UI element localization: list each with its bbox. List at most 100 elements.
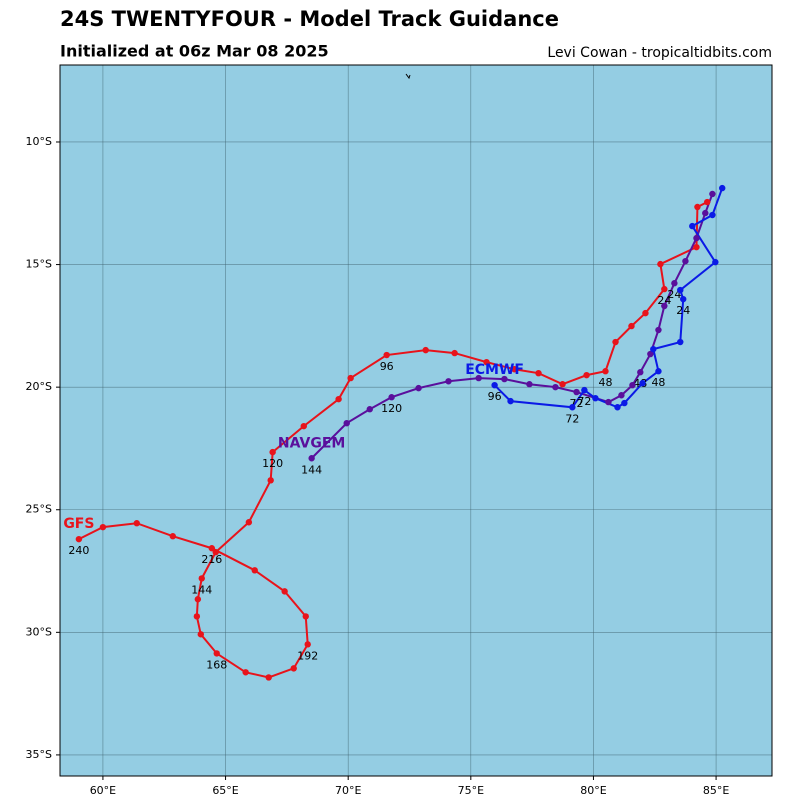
track-point bbox=[693, 243, 700, 251]
track-point bbox=[267, 477, 274, 484]
track-point bbox=[304, 641, 311, 648]
track-point bbox=[343, 419, 350, 427]
x-tick-label: 70°E bbox=[335, 784, 361, 797]
track-point bbox=[682, 257, 689, 265]
chart-title: 24S TWENTYFOUR - Model Track Guidance bbox=[60, 7, 559, 31]
track-point bbox=[618, 392, 625, 399]
track-point bbox=[612, 338, 619, 346]
track-point bbox=[511, 366, 518, 373]
track-point bbox=[605, 398, 612, 406]
track-point bbox=[642, 309, 649, 317]
track-point bbox=[290, 665, 297, 672]
track-point bbox=[265, 674, 272, 681]
chart-subtitle: Initialized at 06z Mar 08 2025 bbox=[60, 42, 329, 61]
track-point bbox=[621, 399, 628, 407]
track-point bbox=[213, 650, 220, 657]
track-point bbox=[702, 209, 709, 217]
hour-label: 120 bbox=[262, 457, 283, 470]
track-point bbox=[491, 381, 498, 389]
track-point bbox=[475, 374, 482, 382]
y-tick-label: 35°S bbox=[26, 748, 52, 761]
hour-label: 144 bbox=[191, 583, 212, 596]
track-point bbox=[535, 369, 542, 377]
model-label: NAVGEM bbox=[278, 435, 345, 451]
hour-label: 48 bbox=[651, 376, 665, 389]
track-point bbox=[704, 198, 711, 206]
track-point bbox=[552, 383, 559, 391]
y-tick-label: 20°S bbox=[26, 380, 52, 393]
model-label: ECMWF bbox=[465, 362, 524, 378]
hour-label: 72 bbox=[577, 395, 591, 408]
track-point bbox=[677, 338, 684, 346]
track-point bbox=[526, 381, 533, 388]
track-point bbox=[212, 548, 219, 556]
track-point bbox=[661, 285, 668, 293]
map-background bbox=[60, 65, 772, 776]
track-point bbox=[507, 397, 514, 405]
track-point bbox=[169, 533, 177, 540]
track-point bbox=[483, 358, 490, 366]
model-label: GFS bbox=[63, 516, 94, 532]
track-point bbox=[650, 345, 657, 353]
track-point bbox=[709, 190, 716, 198]
track-point bbox=[712, 258, 719, 266]
track-point bbox=[637, 369, 644, 376]
hour-label: 120 bbox=[381, 402, 402, 415]
hour-label: 96 bbox=[380, 360, 394, 373]
track-point bbox=[197, 631, 204, 638]
x-tick-label: 80°E bbox=[580, 784, 606, 797]
track-point bbox=[671, 280, 678, 287]
track-point bbox=[75, 535, 83, 543]
hour-label: 72 bbox=[565, 412, 579, 425]
hour-label: 192 bbox=[297, 649, 318, 662]
track-point bbox=[629, 381, 636, 389]
track-point bbox=[451, 349, 458, 357]
hour-label: 216 bbox=[201, 553, 222, 566]
track-point bbox=[693, 234, 700, 242]
track-point bbox=[251, 567, 258, 574]
track-point bbox=[719, 184, 726, 192]
hour-label: 24 bbox=[657, 294, 671, 307]
track-point bbox=[245, 519, 253, 526]
y-tick-label: 15°S bbox=[26, 258, 52, 271]
track-point bbox=[383, 351, 390, 359]
hour-label: 240 bbox=[68, 544, 89, 557]
track-point bbox=[655, 326, 662, 334]
track-point bbox=[583, 371, 590, 379]
track-point bbox=[680, 295, 687, 303]
track-point bbox=[694, 203, 701, 211]
track-point bbox=[677, 286, 684, 294]
track-point bbox=[581, 386, 588, 394]
track-point bbox=[573, 388, 580, 396]
x-tick-label: 75°E bbox=[458, 784, 484, 797]
y-tick-label: 25°S bbox=[26, 503, 52, 516]
track-point bbox=[628, 322, 635, 330]
y-tick-label: 30°S bbox=[26, 625, 52, 638]
track-point bbox=[709, 211, 716, 219]
track-point bbox=[99, 523, 107, 531]
hour-label: 96 bbox=[488, 390, 502, 403]
track-point bbox=[445, 378, 452, 385]
track-point bbox=[592, 394, 599, 402]
x-tick-label: 85°E bbox=[703, 784, 729, 797]
track-point bbox=[335, 395, 342, 403]
credit: Levi Cowan - tropicaltidbits.com bbox=[547, 45, 772, 61]
track-point bbox=[193, 613, 201, 620]
track-point bbox=[415, 384, 422, 392]
track-point bbox=[302, 613, 309, 620]
track-point bbox=[281, 588, 288, 595]
track-point bbox=[422, 346, 429, 354]
track-point bbox=[208, 545, 216, 552]
hour-label: 24 bbox=[676, 304, 690, 317]
hour-label: 144 bbox=[301, 463, 322, 476]
track-point bbox=[133, 520, 140, 527]
track-point bbox=[269, 448, 276, 456]
track-point bbox=[501, 375, 508, 383]
track-point bbox=[614, 404, 621, 411]
track-point bbox=[559, 381, 566, 388]
track-point bbox=[308, 455, 315, 462]
track-point bbox=[388, 394, 395, 401]
track-point bbox=[655, 368, 662, 375]
track-point bbox=[300, 422, 307, 430]
